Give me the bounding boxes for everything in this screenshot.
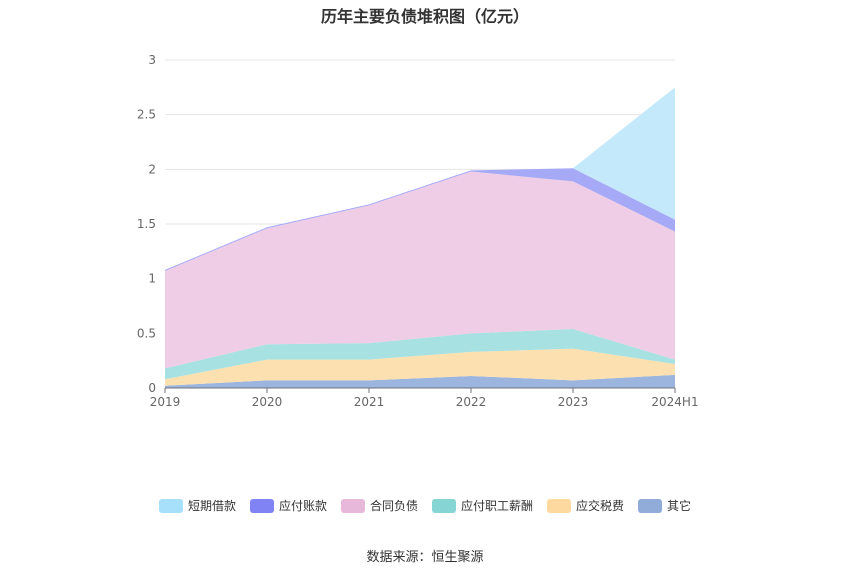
- legend-label: 应付账款: [278, 499, 327, 513]
- legend-swatch: [547, 498, 572, 513]
- legend-swatch: [340, 498, 365, 513]
- legend-swatch: [249, 498, 274, 513]
- x-tick-label: 2024H1: [651, 395, 698, 409]
- legend-item-employee-payables[interactable]: 应付职工薪酬: [432, 497, 533, 514]
- y-tick-label: 3: [148, 53, 156, 67]
- area-series-0: [165, 374, 675, 388]
- x-tick-label: 2020: [252, 395, 283, 409]
- legend-label: 应付职工薪酬: [461, 499, 534, 513]
- legend-swatch: [158, 498, 183, 513]
- legend-item-contract-liabilities[interactable]: 合同负债: [340, 497, 418, 514]
- x-tick-label: 2023: [558, 395, 589, 409]
- x-tick-label: 2021: [354, 395, 385, 409]
- x-tick-label: 2022: [456, 395, 487, 409]
- legend-item-short-term-loans[interactable]: 短期借款: [158, 497, 236, 514]
- y-tick-label: 0.5: [137, 326, 156, 340]
- legend-label: 短期借款: [187, 499, 236, 513]
- legend-item-other[interactable]: 其它: [638, 497, 691, 514]
- y-tick-label: 2: [148, 162, 156, 176]
- data-source: 数据来源：恒生聚源: [366, 550, 484, 565]
- y-tick-label: 0: [148, 381, 156, 395]
- y-tick-label: 1: [148, 272, 156, 286]
- legend-item-accounts-payable[interactable]: 应付账款: [249, 497, 327, 514]
- y-tick-label: 1.5: [137, 217, 156, 231]
- y-tick-label: 2.5: [137, 108, 156, 122]
- legend: 短期借款 应付账款 合同负债 应付职工薪酬 应交税费 其它: [0, 497, 850, 514]
- legend-label: 其它: [667, 499, 692, 513]
- area-series: [165, 87, 675, 388]
- area-series-1: [165, 348, 675, 386]
- legend-swatch: [638, 498, 663, 513]
- legend-item-taxes-payable[interactable]: 应交税费: [547, 497, 624, 514]
- area-series-3: [165, 171, 675, 369]
- axes: 0 0.5 1 1.5 2 2.5 3 2019 2020 2021 2022 2023 2024H1: [137, 53, 699, 409]
- chart-title: 历年主要负债堆积图（亿元）: [320, 7, 529, 26]
- x-tick-label: 2019: [150, 395, 181, 409]
- area-series-2: [165, 328, 675, 380]
- legend-swatch: [432, 498, 456, 513]
- legend-label: 应交税费: [576, 499, 625, 513]
- legend-label: 合同负债: [369, 499, 418, 513]
